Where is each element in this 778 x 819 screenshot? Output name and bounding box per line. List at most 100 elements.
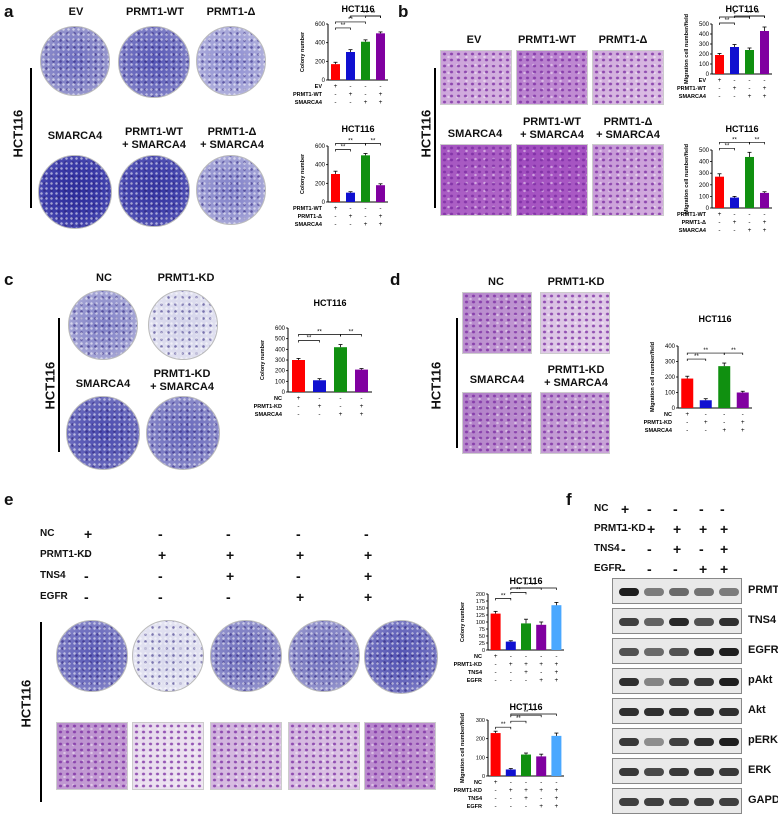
- condition-sign: -: [297, 403, 299, 410]
- condition-sign: -: [742, 411, 744, 418]
- y-tick-label: 200: [476, 592, 485, 598]
- condition-name: EV: [315, 84, 323, 90]
- bar: [715, 176, 724, 208]
- y-tick-label: 500: [699, 148, 710, 154]
- panel-d-label-prmt1-kd: PRMT1-KD: [547, 276, 605, 288]
- colony-dish: [146, 396, 220, 470]
- condition-sign: +: [733, 219, 737, 226]
- condition-sign: +: [524, 795, 528, 802]
- condition-sign: -: [84, 547, 89, 563]
- condition-sign: +: [704, 419, 708, 426]
- significance-label: **: [747, 11, 752, 17]
- y-tick-label: 100: [476, 620, 485, 626]
- panel-a-cell-line: HCT116: [10, 109, 26, 158]
- condition-name: PRMT1-WT: [293, 206, 323, 212]
- condition-sign: -: [318, 411, 320, 418]
- significance-label: **: [694, 354, 699, 360]
- condition-sign: +: [494, 653, 498, 660]
- condition-sign: +: [364, 99, 368, 106]
- condition-sign: -: [525, 803, 527, 810]
- condition-sign: -: [525, 653, 527, 660]
- blot-band: [694, 588, 714, 596]
- bar: [505, 769, 516, 776]
- condition-sign: -: [510, 803, 512, 810]
- panel-d-label-kd-smarca4: PRMT1-KD + SMARCA4: [544, 364, 608, 389]
- condition-sign: +: [297, 395, 301, 402]
- condition-sign: -: [621, 521, 626, 537]
- condition-name: SMARCA4: [645, 428, 673, 434]
- condition-sign: -: [158, 589, 163, 605]
- blot-band: [694, 708, 714, 716]
- blot-strip: [612, 788, 742, 814]
- colony-dish: [210, 620, 282, 692]
- panel-b-label-smarca4: SMARCA4: [447, 128, 503, 140]
- blot-band: [619, 798, 639, 806]
- condition-sign: +: [539, 787, 543, 794]
- significance-label: **: [348, 138, 353, 144]
- condition-sign: -: [718, 219, 720, 226]
- y-tick-label: 300: [699, 171, 710, 177]
- significance-bracket: [298, 340, 320, 343]
- y-tick-label: 100: [699, 62, 710, 68]
- panel-a-label-delta-smarca4: PRMT1-Δ + SMARCA4: [200, 126, 264, 151]
- migration-image: [540, 292, 610, 354]
- significance-label: **: [703, 348, 708, 354]
- condition-sign: -: [699, 541, 704, 557]
- condition-sign: -: [525, 779, 527, 786]
- bar: [760, 31, 769, 74]
- condition-sign: -: [495, 661, 497, 668]
- y-tick-label: 200: [315, 59, 326, 65]
- significance-label: **: [731, 348, 736, 354]
- condition-sign: +: [349, 213, 353, 220]
- blot-band: [719, 618, 739, 626]
- condition-sign: -: [510, 653, 512, 660]
- condition-sign: -: [733, 211, 735, 218]
- panel-a-letter: a: [4, 2, 14, 21]
- condition-sign: +: [296, 589, 305, 605]
- blot-label: GAPDH: [748, 794, 778, 806]
- chart-title: HCT116: [698, 314, 731, 324]
- y-axis-label: Colony number: [300, 31, 306, 72]
- bar: [760, 192, 769, 208]
- blot-label: pAkt: [748, 674, 773, 686]
- blot-strip: [612, 758, 742, 784]
- condition-sign: -: [339, 403, 341, 410]
- colony-dish: [56, 620, 128, 692]
- significance-label: **: [348, 17, 353, 23]
- condition-sign: -: [705, 427, 707, 434]
- condition-name: TNS4: [40, 570, 66, 581]
- condition-sign: +: [334, 83, 338, 90]
- blot-band: [669, 648, 689, 656]
- condition-name: PRMT1-WT: [293, 92, 323, 98]
- bar: [490, 733, 501, 776]
- blot-label: EGFR: [748, 644, 778, 656]
- y-tick-label: 75: [479, 627, 485, 633]
- panel-c-label-kd-smarca4: PRMT1-KD + SMARCA4: [150, 368, 214, 393]
- chart-title: HCT116: [313, 298, 346, 308]
- blot-band: [644, 648, 664, 656]
- condition-sign: -: [334, 213, 336, 220]
- bar: [718, 366, 731, 408]
- blot-band: [669, 618, 689, 626]
- y-tick-label: 0: [322, 200, 326, 206]
- y-tick-label: 300: [476, 718, 485, 724]
- y-tick-label: 500: [275, 337, 286, 343]
- condition-sign: -: [555, 653, 557, 660]
- y-tick-label: 100: [275, 379, 286, 385]
- chart-title: HCT116: [341, 124, 374, 134]
- panel-d-label-smarca4: SMARCA4: [469, 374, 525, 386]
- blot-band: [619, 708, 639, 716]
- colony-dish: [66, 396, 140, 470]
- condition-sign: +: [226, 568, 235, 584]
- bar: [334, 347, 347, 392]
- y-tick-label: 300: [699, 42, 710, 48]
- chart-e1: HCT116 Colony number 025507510012515017520…: [454, 576, 564, 684]
- condition-name: PRMT1-Δ: [682, 220, 706, 226]
- panel-b-bracket: [434, 68, 436, 208]
- y-tick-label: 25: [479, 641, 485, 647]
- migration-image: [132, 722, 204, 790]
- blot-band: [669, 708, 689, 716]
- panel-b-cell-line: HCT116: [418, 109, 434, 158]
- y-tick-label: 100: [699, 194, 710, 200]
- y-tick-label: 0: [672, 406, 676, 412]
